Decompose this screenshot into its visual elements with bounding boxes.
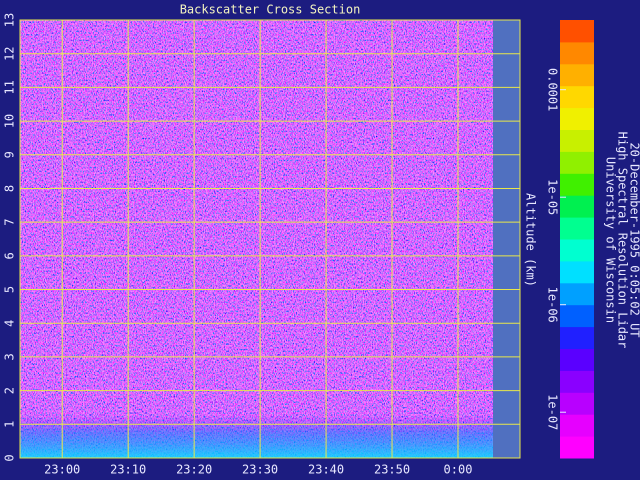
plot-frame (19, 19, 521, 459)
y-tick-label: 2 (3, 387, 17, 394)
x-tick-label: 23:40 (308, 463, 344, 477)
y-tick-label: 9 (3, 151, 17, 158)
y-tick-label: 4 (3, 320, 17, 327)
colorbar-swatch (560, 195, 594, 218)
x-tick-label: 23:50 (374, 463, 410, 477)
x-tick-label: 23:30 (242, 463, 278, 477)
low-altitude-band (20, 415, 493, 458)
y-tick-label: 13 (3, 13, 17, 27)
colorbar-swatch (560, 151, 594, 174)
annotation: High Spectral Resolution Lidar (616, 132, 630, 349)
colorbar-swatch (560, 414, 594, 437)
colorbar-swatch (560, 326, 594, 349)
chart-title: Backscatter Cross Section (180, 3, 361, 17)
colorbar-swatch (560, 348, 594, 371)
colorbar-swatch (560, 260, 594, 284)
x-tick-label: 0:00 (444, 463, 473, 477)
colorbar-tick-label: 0.0001 (546, 68, 560, 111)
annotation: 20-December-1995 0:05:02 UT (628, 142, 640, 337)
colorbar-swatch (560, 41, 594, 65)
colorbar-swatch (560, 370, 594, 393)
colorbar-swatch (560, 85, 594, 109)
y-tick-label: 12 (3, 46, 17, 60)
x-tick-label: 23:00 (44, 463, 80, 477)
colorbar-swatch (560, 304, 594, 328)
colorbar-swatch (560, 129, 594, 152)
y-tick-label: 11 (3, 80, 17, 94)
y-axis-label: Altitude (km) (524, 193, 538, 287)
colorbar-swatch (560, 436, 594, 459)
x-tick-label: 23:20 (176, 463, 212, 477)
colorbar-swatch (560, 20, 594, 43)
colorbar-swatch (560, 282, 594, 306)
y-tick-label: 8 (3, 185, 17, 192)
colorbar-tick-label: 1e-05 (546, 179, 560, 215)
colorbar-swatch (560, 107, 594, 130)
colorbar-swatch (560, 173, 594, 196)
colorbar-tick-label: 1e-06 (546, 287, 560, 323)
colorbar-swatch (560, 239, 594, 262)
y-tick-label: 1 (3, 421, 17, 428)
colorbar-swatch (560, 217, 594, 240)
y-tick-label: 7 (3, 219, 17, 226)
backscatter-field (20, 20, 493, 458)
annotation: University of Wisconsin (604, 157, 618, 323)
y-tick-label: 3 (3, 353, 17, 360)
y-tick-label: 5 (3, 286, 17, 293)
colorbar-swatch (560, 63, 594, 87)
colorbar-swatch (560, 392, 594, 415)
y-tick-label: 6 (3, 252, 17, 259)
y-tick-label: 0 (3, 454, 17, 461)
colorbar-tick-label: 1e-07 (546, 394, 560, 430)
y-tick-label: 10 (3, 114, 17, 128)
x-tick-label: 23:10 (110, 463, 146, 477)
